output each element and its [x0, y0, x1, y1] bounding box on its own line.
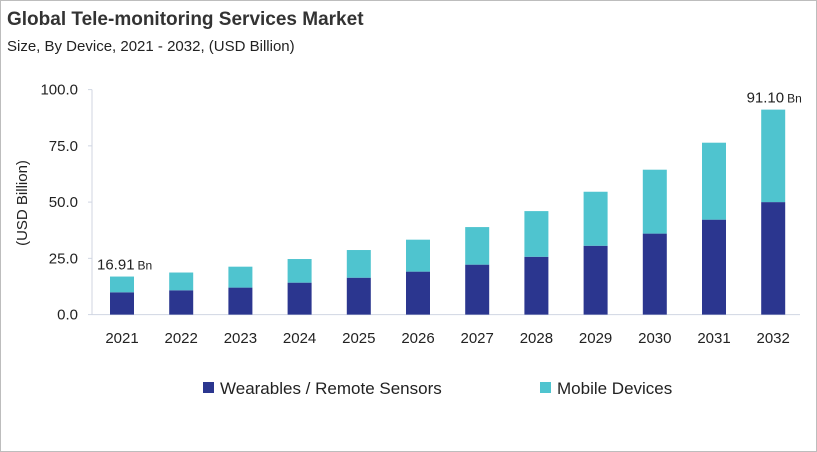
bar-wearables-2030: [642, 233, 667, 315]
y-axis-label: (USD Billion): [14, 160, 31, 246]
bar-mobile-2025: [346, 250, 371, 278]
x-tick-label: 2029: [579, 330, 612, 347]
x-tick-label: 2031: [697, 330, 730, 347]
bar-mobile-2027: [465, 227, 490, 265]
x-tick-label: 2021: [105, 330, 138, 347]
bar-wearables-2025: [346, 277, 371, 315]
x-tick-label: 2023: [224, 330, 257, 347]
bar-mobile-2024: [287, 259, 312, 283]
x-tick-label: 2025: [342, 330, 375, 347]
bar-mobile-2023: [228, 266, 253, 288]
legend-label: Mobile Devices: [557, 379, 672, 398]
bar-wearables-2031: [702, 219, 726, 315]
x-tick-label: 2028: [520, 330, 553, 347]
bar-mobile-2032: [761, 109, 786, 203]
bar-mobile-2022: [169, 272, 194, 291]
data-label-2021: 16.91 Bn: [97, 257, 152, 274]
chart-subtitle: Size, By Device, 2021 - 2032, (USD Billi…: [7, 38, 295, 55]
x-tick-label: 2032: [757, 330, 790, 347]
bar-mobile-2031: [702, 142, 726, 220]
bar-wearables-2021: [110, 292, 134, 315]
bar-wearables-2028: [524, 256, 549, 315]
bar-mobile-2028: [524, 211, 549, 257]
bar-wearables-2027: [465, 264, 490, 315]
chart-title: Global Tele-monitoring Services Market: [7, 9, 364, 30]
x-tick-label: 2027: [461, 330, 494, 347]
bar-mobile-2021: [110, 276, 134, 293]
x-tick-label: 2026: [401, 330, 434, 347]
bar-wearables-2022: [169, 290, 194, 315]
y-tick-label: 100.0: [40, 82, 78, 99]
bar-mobile-2029: [583, 191, 608, 246]
legend-label: Wearables / Remote Sensors: [220, 379, 442, 398]
y-tick-label: 50.0: [49, 194, 78, 211]
bar-wearables-2024: [287, 282, 312, 315]
x-tick-label: 2030: [638, 330, 671, 347]
bar-wearables-2029: [583, 245, 608, 315]
bar-mobile-2026: [406, 239, 430, 272]
x-tick-label: 2022: [165, 330, 198, 347]
bar-wearables-2032: [761, 202, 786, 315]
y-tick-label: 0.0: [57, 307, 78, 324]
y-tick-label: 25.0: [49, 250, 78, 267]
bar-wearables-2023: [228, 287, 253, 315]
x-tick-label: 2024: [283, 330, 316, 347]
legend-swatch: [203, 382, 214, 393]
y-tick-label: 75.0: [49, 138, 78, 155]
legend-swatch: [540, 382, 551, 393]
bar-wearables-2026: [406, 271, 430, 315]
bar-mobile-2030: [642, 169, 667, 234]
data-label-2032: 91.10 Bn: [747, 90, 802, 107]
